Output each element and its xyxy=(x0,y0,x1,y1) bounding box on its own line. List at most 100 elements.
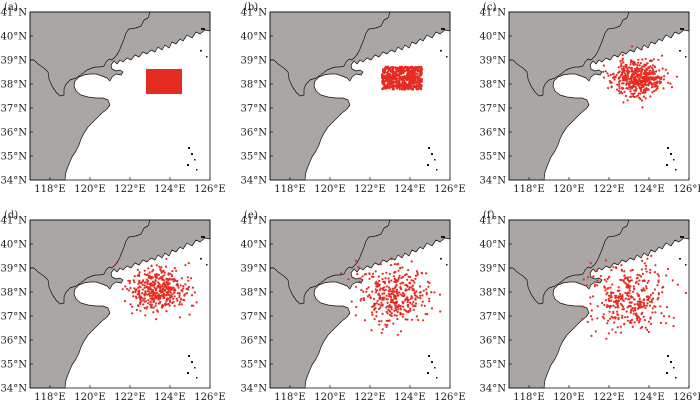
particle-dot xyxy=(148,276,151,279)
particle-dot xyxy=(362,290,365,293)
particle-dot xyxy=(648,59,651,63)
particle-dot xyxy=(148,292,151,295)
particle-dot xyxy=(380,301,383,304)
particle-dot xyxy=(624,316,627,319)
particle-dot xyxy=(658,82,662,85)
particle-dot xyxy=(647,320,651,323)
particle-dot xyxy=(390,300,393,303)
particle-dot xyxy=(393,280,396,283)
particle-dot xyxy=(604,299,607,302)
particle-dot xyxy=(165,291,168,294)
particle-dot xyxy=(659,321,662,324)
particle-dot xyxy=(401,84,405,88)
particle-dot xyxy=(386,301,389,304)
particle-dot xyxy=(644,307,647,310)
particle-dot xyxy=(635,87,638,90)
particle-dot xyxy=(616,326,619,329)
particle-dot xyxy=(176,279,179,282)
y-tick-label: 37°N xyxy=(241,312,268,323)
particle-dot xyxy=(160,289,163,292)
particle-dot xyxy=(603,303,606,307)
particle-dot xyxy=(627,86,630,89)
particle-dot xyxy=(438,293,442,296)
y-tick-label: 36°N xyxy=(1,128,28,139)
particle-dot xyxy=(392,80,395,84)
particle-dot xyxy=(401,266,404,269)
particle-dot xyxy=(637,83,640,87)
particle-dot xyxy=(179,300,182,304)
particle-dot xyxy=(370,275,373,278)
particle-dot xyxy=(151,270,154,273)
particle-dot xyxy=(361,275,364,278)
particle-dot xyxy=(662,285,665,289)
particle-dot xyxy=(618,89,621,92)
particle-dot xyxy=(143,286,146,289)
particle-dot xyxy=(609,286,612,289)
particle-dot xyxy=(633,67,637,70)
particle-dot xyxy=(672,325,675,328)
particle-dot xyxy=(607,294,610,297)
particle-dot xyxy=(410,65,413,68)
particle-dot xyxy=(399,311,402,314)
particle-dot xyxy=(384,277,387,280)
particle-dot xyxy=(389,295,392,298)
particle-dot xyxy=(636,64,639,67)
particle-dot xyxy=(131,305,134,308)
particle-dot xyxy=(392,301,395,304)
y-tick-label: 34°N xyxy=(241,176,268,187)
particle-dot xyxy=(420,71,423,75)
particle-dot xyxy=(392,322,395,325)
particle-dot xyxy=(404,318,407,321)
particle-dot xyxy=(636,61,640,64)
particle-dot xyxy=(634,71,637,74)
particle-dot xyxy=(173,279,177,282)
particle-dot xyxy=(146,281,149,284)
particle-dot xyxy=(646,302,649,305)
particle-dot xyxy=(420,304,423,307)
particle-dot xyxy=(410,85,414,88)
particle-dot xyxy=(134,288,137,291)
particle-dot xyxy=(152,311,155,314)
particle-dot xyxy=(622,299,625,302)
panel-label: (e) xyxy=(244,210,258,221)
particle-dot xyxy=(641,58,644,61)
particle-dot xyxy=(160,266,163,269)
particle-dot xyxy=(615,73,618,77)
particle-dot xyxy=(403,75,406,78)
particle-dot xyxy=(154,289,158,292)
particle-dot xyxy=(433,291,436,294)
particle-dot xyxy=(632,312,635,315)
y-tick-label: 36°N xyxy=(480,336,507,347)
particle-dot xyxy=(402,305,405,308)
y-tick-label: 34°N xyxy=(480,384,507,395)
particle-dot xyxy=(365,290,368,293)
particle-dot xyxy=(387,308,390,311)
particle-dot xyxy=(389,264,393,267)
particle-dot xyxy=(617,318,620,321)
x-tick-label: 126°E xyxy=(673,184,700,195)
particle-dot xyxy=(619,302,622,305)
particle-dot xyxy=(420,67,423,70)
particle-dot xyxy=(601,315,604,318)
particle-dot xyxy=(424,313,427,316)
particle-dot xyxy=(152,284,155,287)
particle-dot xyxy=(652,72,655,75)
particle-dot xyxy=(621,295,624,298)
particle-dot xyxy=(623,277,627,280)
particle-dot xyxy=(141,297,144,300)
particle-dot xyxy=(648,300,652,303)
y-tick-label: 40°N xyxy=(480,32,507,43)
particle-dot xyxy=(651,70,654,73)
particle-dot xyxy=(645,285,648,288)
particle-dot xyxy=(139,297,142,300)
particle-dot xyxy=(153,297,156,300)
particle-dot xyxy=(392,275,395,278)
particle-dot xyxy=(158,265,161,268)
particle-dot xyxy=(137,304,140,307)
axis-ticks: 118°E 120°E 122°E 124°E 126°E 34°N 35°N 36°N 37°… xyxy=(480,8,700,196)
particle-dot xyxy=(617,286,620,289)
particle-dot xyxy=(389,310,392,313)
particle-dot xyxy=(650,66,654,69)
particle-dot xyxy=(180,288,183,292)
particle-dot xyxy=(374,291,377,294)
